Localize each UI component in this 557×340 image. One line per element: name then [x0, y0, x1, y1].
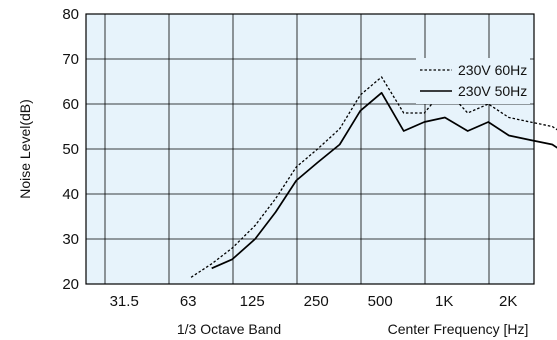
x-tick-label: 250: [304, 293, 329, 310]
y-tick-label: 60: [62, 96, 79, 113]
x-axis-label-right: Center Frequency [Hz]: [388, 321, 529, 337]
y-tick-label: 30: [62, 231, 79, 248]
grid-lines: [86, 14, 534, 284]
x-tick-label: 63: [180, 293, 197, 310]
legend: 230V 60Hz 230V 50Hz: [416, 58, 530, 104]
x-tick-label: 2K: [499, 293, 517, 310]
x-tick-labels: 31.5631252505001K2K4K8K16K: [110, 293, 518, 310]
y-tick-label: 40: [62, 186, 79, 203]
y-tick-label: 80: [62, 6, 79, 23]
y-tick-labels: 20 30 40 50 60 70 80: [62, 6, 79, 293]
x-tick-label: 31.5: [110, 293, 139, 310]
series-line-230v-50hz: [211, 91, 557, 270]
y-tick-label: 20: [62, 276, 79, 293]
x-axis-label-left: 1/3 Octave Band: [177, 321, 281, 337]
x-tick-label: 125: [240, 293, 265, 310]
x-tick-label: 1K: [435, 293, 453, 310]
y-tick-label: 50: [62, 141, 79, 158]
plot-frame: [85, 13, 535, 285]
y-tick-label: 70: [62, 51, 79, 68]
legend-background: [416, 58, 530, 104]
y-axis-label: Noise Level(dB): [17, 99, 33, 199]
x-tick-label: 500: [368, 293, 393, 310]
legend-label-230v-60hz: 230V 60Hz: [458, 62, 527, 78]
legend-label-230v-50hz: 230V 50Hz: [458, 83, 527, 99]
